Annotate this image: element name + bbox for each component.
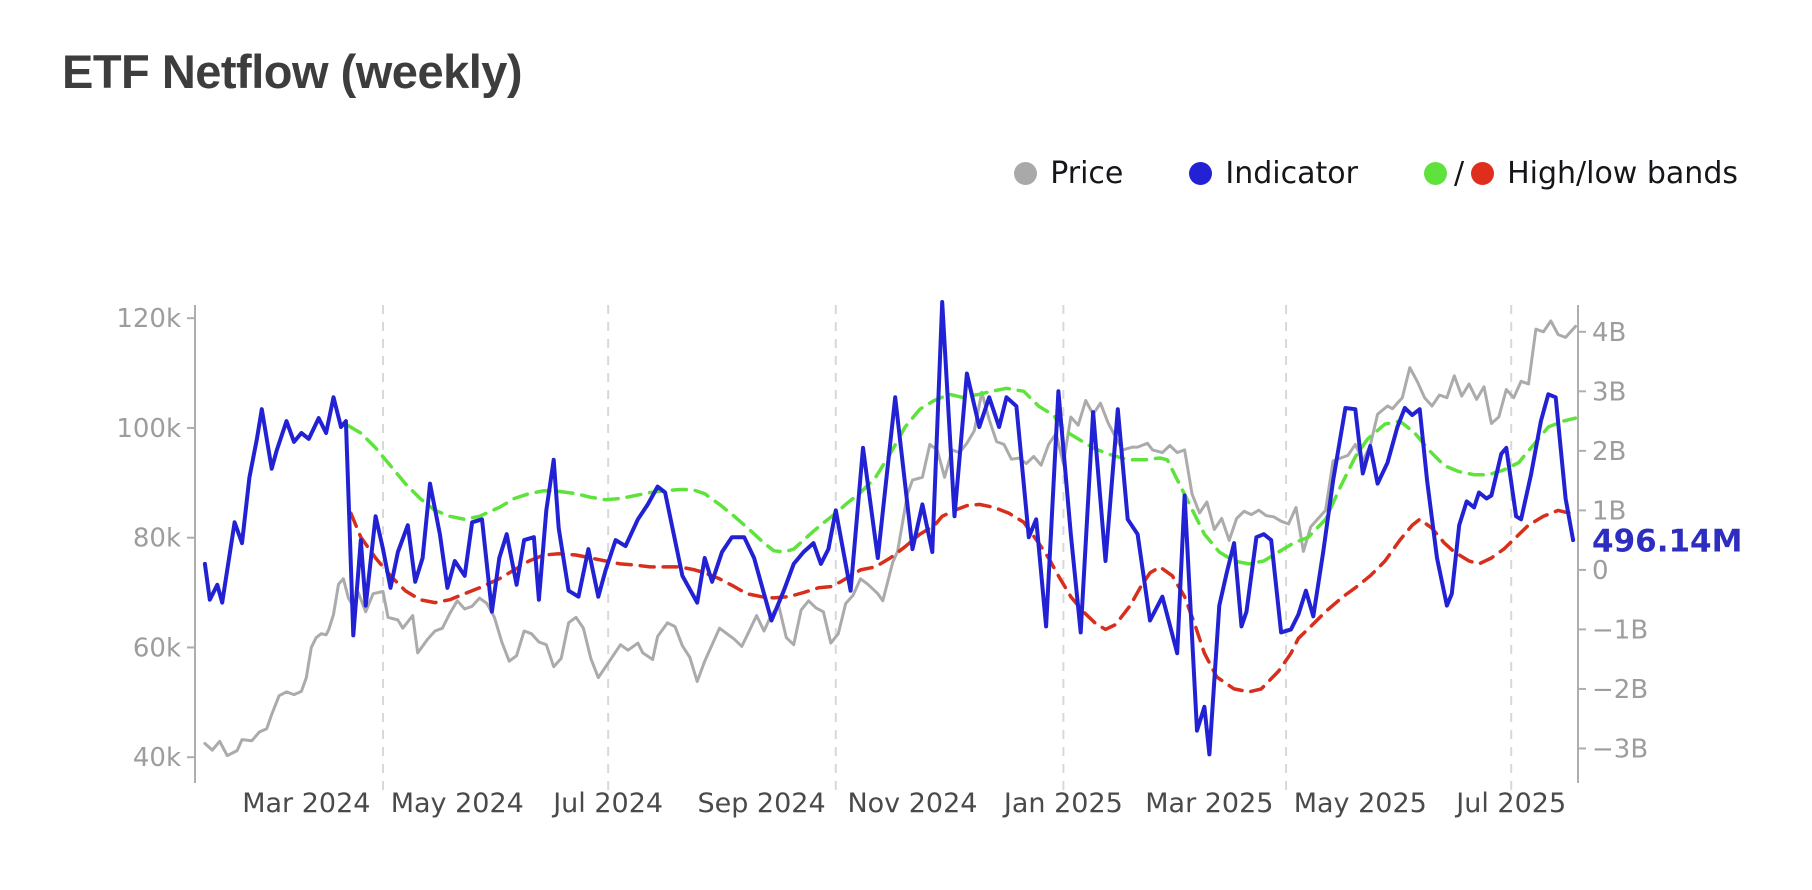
low-band-legend-dot-icon: [1471, 162, 1495, 185]
legend-item-indicator[interactable]: Indicator: [1189, 156, 1358, 191]
right-tick-label: 4B: [1592, 318, 1626, 348]
high-band-legend-dot-icon: [1423, 162, 1447, 185]
legend-bands-label: High/low bands: [1507, 156, 1738, 191]
right-tick-label: 1B: [1592, 496, 1626, 526]
left-tick-label: 100k: [116, 414, 181, 444]
indicator-legend-dot-icon: [1189, 162, 1213, 185]
x-tick-label: Jan 2025: [1002, 788, 1123, 819]
x-tick-label: May 2025: [1294, 788, 1427, 819]
legend-indicator-label: Indicator: [1225, 156, 1358, 191]
left-tick-label: 80k: [133, 524, 181, 554]
legend-item-bands[interactable]: / High/low bands: [1423, 156, 1738, 191]
x-tick-label: Sep 2024: [697, 788, 825, 819]
right-tick-label: 0: [1592, 556, 1609, 586]
left-tick-label: 40k: [133, 743, 181, 773]
legend-item-price[interactable]: Price: [1014, 156, 1123, 191]
right-tick-label: −2B: [1592, 675, 1648, 705]
x-tick-label: Jul 2024: [551, 788, 663, 819]
legend-bands-separator: /: [1453, 156, 1465, 191]
price-line: [203, 319, 1577, 758]
right-tick-label: 3B: [1592, 377, 1626, 407]
price-legend-dot-icon: [1014, 162, 1038, 185]
legend-price-label: Price: [1050, 156, 1124, 191]
left-tick-label: 60k: [133, 633, 181, 663]
left-tick-label: 120k: [116, 304, 181, 334]
page-title: ETF Netflow (weekly): [62, 45, 523, 98]
high_band-line: [346, 386, 1578, 566]
x-tick-label: Mar 2025: [1145, 788, 1273, 819]
x-tick-label: Mar 2024: [242, 788, 370, 819]
last-value-annotation: 496.14M: [1592, 523, 1742, 559]
right-tick-label: 2B: [1592, 437, 1626, 467]
x-tick-label: Nov 2024: [847, 788, 977, 819]
chart-legend: Price Indicator / High/low bands: [1014, 156, 1738, 191]
right-tick-label: −1B: [1592, 615, 1648, 645]
x-tick-label: May 2024: [391, 788, 524, 819]
indicator-line: [202, 300, 1576, 757]
right-tick-label: −3B: [1592, 734, 1648, 764]
x-tick-label: Jul 2025: [1454, 788, 1566, 819]
low_band-line: [349, 502, 1578, 694]
